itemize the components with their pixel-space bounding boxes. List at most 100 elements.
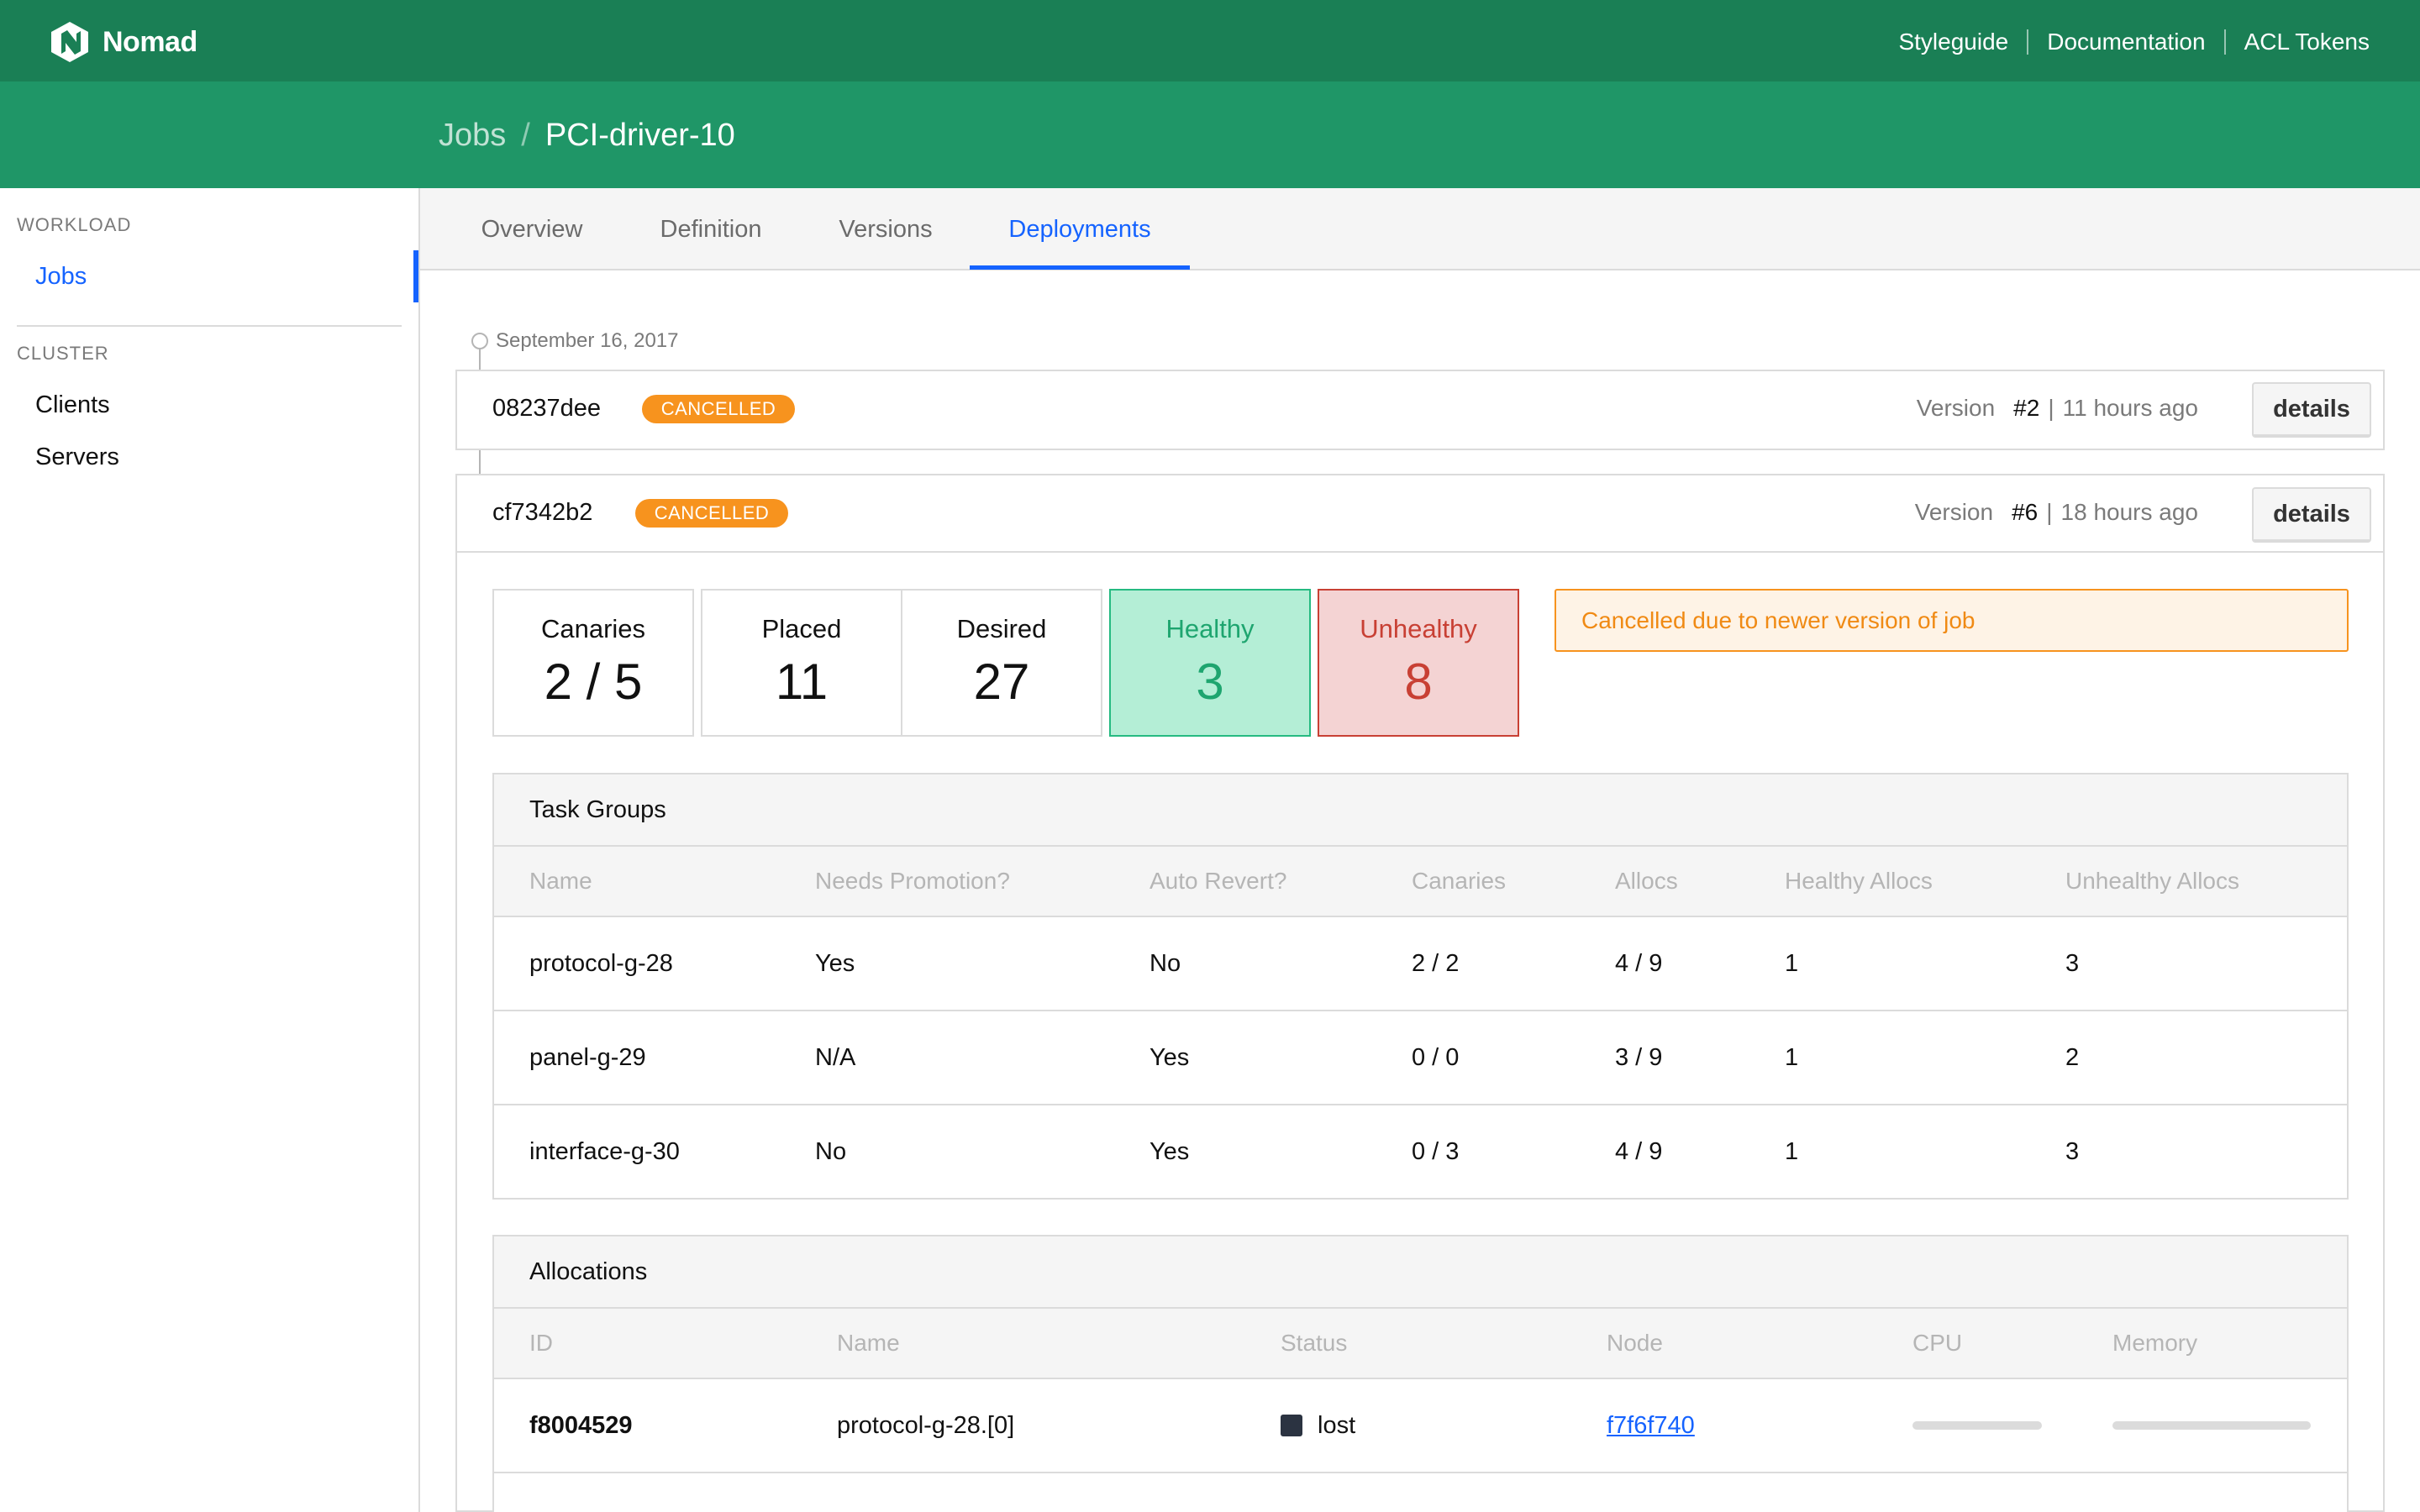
timeline-date: September 16, 2017	[496, 329, 679, 352]
version-number: #2	[2013, 395, 2040, 421]
memory-meter-bar	[2112, 1421, 2311, 1430]
allocation-status: lost	[1281, 1379, 1355, 1472]
table-row[interactable]: f8004529 protocol-g-28.[0] lost f7f6f740	[494, 1379, 2347, 1473]
auto-revert: Yes	[1150, 1043, 1190, 1071]
stat-placed: Placed 11	[701, 589, 902, 737]
task-group-name: protocol-g-28	[529, 949, 673, 977]
task-groups-title: Task Groups	[494, 774, 2347, 847]
breadcrumb: Jobs / PCI-driver-10	[439, 114, 735, 156]
column-header[interactable]: Allocs	[1615, 868, 1678, 894]
sidebar-item-clients[interactable]: Clients	[35, 391, 110, 418]
status-badge: CANCELLED	[642, 395, 795, 423]
auto-revert: Yes	[1150, 1137, 1190, 1165]
version-label: Version	[1916, 395, 1996, 421]
column-header[interactable]: Memory	[2112, 1330, 2198, 1356]
canaries: 0 / 0	[1412, 1043, 1460, 1071]
sidebar-item-jobs[interactable]: Jobs	[35, 263, 87, 290]
cpu-meter	[1912, 1379, 2042, 1472]
column-header[interactable]: Auto Revert?	[1150, 868, 1287, 894]
breadcrumb-jobs-link[interactable]: Jobs	[439, 118, 507, 153]
allocations-table: Allocations ID Name Status Node CPU Memo…	[492, 1235, 2349, 1512]
subnav-bar	[0, 81, 2420, 188]
tab-active-indicator	[970, 265, 1190, 270]
unhealthy-allocs: 2	[2065, 1043, 2080, 1071]
stat-unhealthy: Unhealthy 8	[1318, 589, 1519, 737]
stat-label: Desired	[956, 614, 1047, 643]
details-button[interactable]: details	[2252, 382, 2371, 438]
tab-overview[interactable]: Overview	[481, 215, 583, 243]
breadcrumb-separator: /	[521, 118, 530, 153]
styleguide-link[interactable]: Styleguide	[1898, 29, 2009, 55]
brand-name[interactable]: Nomad	[103, 26, 197, 58]
node-link[interactable]: f7f6f740	[1607, 1411, 1695, 1439]
table-row[interactable]: interface-g-30 No Yes 0 / 3 4 / 9 1 3	[494, 1105, 2347, 1198]
stat-label: Unhealthy	[1360, 614, 1477, 643]
version-time-ago: 11 hours ago	[2062, 395, 2198, 421]
column-header[interactable]: Node	[1607, 1330, 1663, 1356]
sidebar-active-indicator	[413, 250, 418, 302]
auto-revert: No	[1150, 949, 1181, 977]
column-header[interactable]: CPU	[1912, 1330, 1963, 1356]
sidebar-divider	[17, 325, 402, 327]
allocs: 3 / 9	[1615, 1043, 1663, 1071]
stat-value: 2 / 5	[544, 654, 643, 710]
needs-promotion: Yes	[815, 949, 855, 977]
memory-meter	[2112, 1379, 2311, 1472]
sidebar-section-workload: WORKLOAD	[17, 214, 132, 235]
column-header[interactable]: Canaries	[1412, 868, 1507, 894]
table-row[interactable]: protocol-g-28 Yes No 2 / 2 4 / 9 1 3	[494, 917, 2347, 1011]
sidebar-item-servers[interactable]: Servers	[35, 444, 119, 470]
allocs: 4 / 9	[1615, 949, 1663, 977]
canaries: 0 / 3	[1412, 1137, 1460, 1165]
tab-bar	[420, 188, 2420, 270]
tab-versions[interactable]: Versions	[839, 215, 933, 243]
stat-label: Placed	[761, 614, 842, 643]
top-bar	[0, 0, 2420, 81]
task-groups-table: Task Groups Name Needs Promotion? Auto R…	[492, 773, 2349, 1200]
column-header[interactable]: Healthy Allocs	[1785, 868, 1933, 894]
tab-definition[interactable]: Definition	[660, 215, 762, 243]
column-header[interactable]: Name	[529, 868, 592, 894]
details-button[interactable]: details	[2252, 487, 2371, 543]
documentation-link[interactable]: Documentation	[2047, 29, 2206, 55]
allocation-name: protocol-g-28.[0]	[837, 1411, 1015, 1439]
table-row[interactable]: panel-g-29 N/A Yes 0 / 0 3 / 9 1 2	[494, 1011, 2347, 1105]
breadcrumb-current-job[interactable]: PCI-driver-10	[544, 118, 735, 153]
top-nav: Styleguide Documentation ACL Tokens	[1898, 24, 2370, 60]
task-group-name: panel-g-29	[529, 1043, 646, 1071]
nomad-logo-icon[interactable]	[49, 20, 91, 64]
status-lost-icon	[1281, 1415, 1302, 1436]
tab-deployments[interactable]: Deployments	[1008, 215, 1151, 243]
acl-tokens-link[interactable]: ACL Tokens	[2244, 29, 2370, 55]
column-header[interactable]: ID	[529, 1330, 553, 1356]
cancel-notice: Cancelled due to newer version of job	[1555, 589, 2349, 652]
column-header[interactable]: Name	[837, 1330, 900, 1356]
cpu-meter-bar	[1912, 1421, 2042, 1430]
stat-label: Healthy	[1165, 614, 1255, 643]
allocation-status-label: lost	[1318, 1411, 1356, 1439]
nav-divider	[2223, 29, 2226, 55]
deployment-row	[455, 370, 2385, 450]
version-separator: |	[2048, 395, 2054, 421]
stat-label: Canaries	[540, 614, 646, 643]
stat-healthy: Healthy 3	[1109, 589, 1311, 737]
column-header[interactable]: Status	[1281, 1330, 1348, 1356]
column-header[interactable]: Unhealthy Allocs	[2065, 868, 2240, 894]
version-separator: |	[2046, 499, 2053, 525]
needs-promotion: N/A	[815, 1043, 856, 1071]
needs-promotion: No	[815, 1137, 847, 1165]
deployment-card-divider	[455, 551, 2385, 553]
deployment-id: cf7342b2	[492, 499, 593, 526]
allocation-id[interactable]: f8004529	[529, 1411, 633, 1439]
stat-desired: Desired 27	[901, 589, 1102, 737]
allocs: 4 / 9	[1615, 1137, 1663, 1165]
deployment-version: Version #2 | 11 hours ago	[1917, 395, 2198, 422]
version-label: Version	[1914, 499, 1994, 525]
timeline-dot-icon	[471, 333, 488, 349]
healthy-allocs: 1	[1785, 1137, 1799, 1165]
table-row[interactable]	[494, 1473, 2347, 1512]
status-badge: CANCELLED	[635, 499, 788, 528]
column-header[interactable]: Needs Promotion?	[815, 868, 1010, 894]
deployment-id: 08237dee	[492, 395, 602, 422]
sidebar-section-cluster: CLUSTER	[17, 343, 109, 364]
